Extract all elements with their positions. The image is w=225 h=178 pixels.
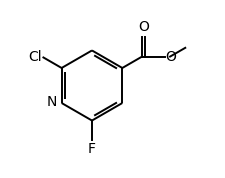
- Text: Cl: Cl: [28, 50, 41, 64]
- Text: F: F: [88, 142, 96, 156]
- Text: O: O: [165, 50, 176, 64]
- Text: N: N: [47, 95, 57, 109]
- Text: O: O: [137, 20, 148, 34]
